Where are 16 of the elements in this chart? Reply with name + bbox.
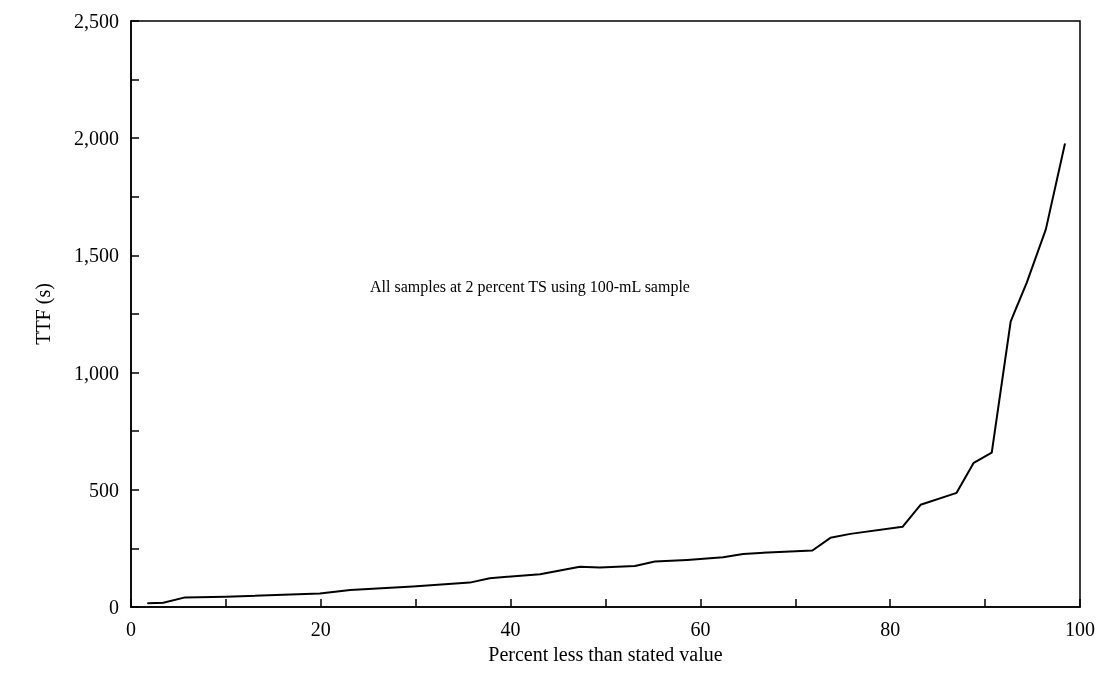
y-tick-label: 0 — [109, 596, 119, 618]
annotation: All samples at 2 percent TS using 100-mL sample — [370, 277, 690, 296]
y-tick-label: 1,500 — [74, 244, 119, 267]
x-axis-title: Percent less than stated value — [488, 642, 723, 665]
y-tick-label: 500 — [89, 478, 119, 501]
x-tick-label: 60 — [690, 618, 711, 640]
y-tick-label: 2,000 — [74, 127, 119, 150]
x-tick-label: 100 — [1065, 618, 1095, 640]
y-axis-title: TTF (s) — [32, 283, 55, 345]
line-series — [147, 143, 1066, 605]
x-tick-label: 0 — [126, 618, 136, 640]
x-tick-label: 40 — [500, 618, 521, 640]
x-tick-label: 80 — [880, 618, 901, 640]
y-tick-label: 2,500 — [74, 10, 119, 32]
y-tick-label: 1,000 — [74, 361, 119, 384]
x-tick-label: 20 — [310, 618, 331, 640]
